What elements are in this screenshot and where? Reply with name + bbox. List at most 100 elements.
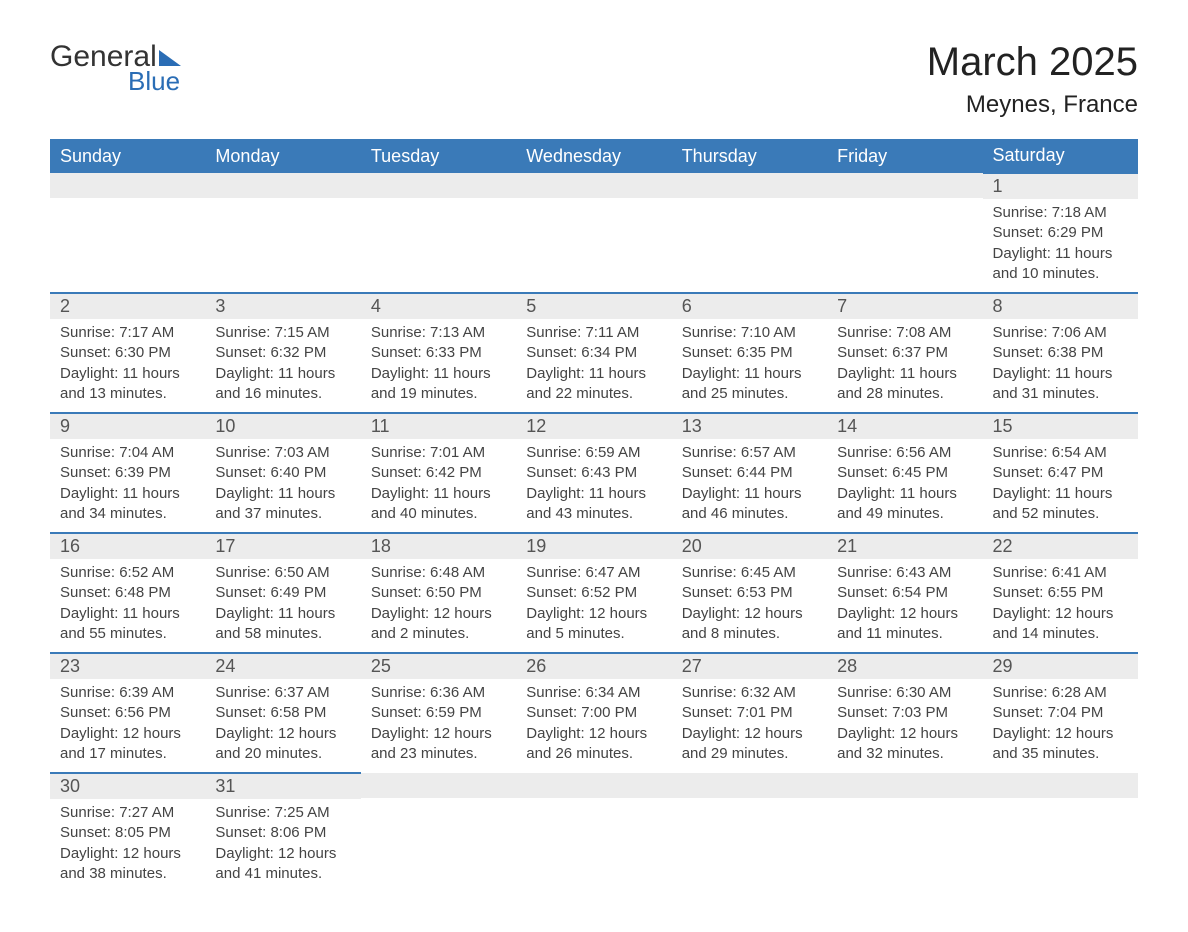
- calendar-week-row: 1Sunrise: 7:18 AMSunset: 6:29 PMDaylight…: [50, 173, 1138, 293]
- sunrise-text: Sunrise: 7:11 AM: [526, 323, 661, 343]
- day-content: Sunrise: 7:17 AMSunset: 6:30 PMDaylight:…: [50, 319, 205, 412]
- calendar-cell: 25Sunrise: 6:36 AMSunset: 6:59 PMDayligh…: [361, 653, 516, 773]
- day-content: Sunrise: 6:50 AMSunset: 6:49 PMDaylight:…: [205, 559, 360, 652]
- sunrise-text: Sunrise: 7:08 AM: [837, 323, 972, 343]
- day-number: [983, 773, 1138, 798]
- calendar-cell: 15Sunrise: 6:54 AMSunset: 6:47 PMDayligh…: [983, 413, 1138, 533]
- sunrise-text: Sunrise: 6:57 AM: [682, 443, 817, 463]
- day-number: [361, 173, 516, 198]
- day-content: Sunrise: 7:06 AMSunset: 6:38 PMDaylight:…: [983, 319, 1138, 412]
- day-number: 6: [672, 294, 827, 319]
- day-content: [672, 798, 827, 810]
- sunrise-text: Sunrise: 7:04 AM: [60, 443, 195, 463]
- day-content: Sunrise: 6:57 AMSunset: 6:44 PMDaylight:…: [672, 439, 827, 532]
- day-number: [672, 173, 827, 198]
- sunrise-text: Sunrise: 7:10 AM: [682, 323, 817, 343]
- sunset-text: Sunset: 8:06 PM: [215, 823, 350, 843]
- daylight-text: Daylight: 12 hours and 29 minutes.: [682, 724, 817, 765]
- sunrise-text: Sunrise: 7:13 AM: [371, 323, 506, 343]
- day-number: 7: [827, 294, 982, 319]
- daylight-text: Daylight: 12 hours and 35 minutes.: [993, 724, 1128, 765]
- sunrise-text: Sunrise: 6:30 AM: [837, 683, 972, 703]
- day-content: [672, 198, 827, 210]
- day-number: 30: [50, 774, 205, 799]
- calendar-cell: 1Sunrise: 7:18 AMSunset: 6:29 PMDaylight…: [983, 173, 1138, 293]
- day-number: 13: [672, 414, 827, 439]
- day-number: 19: [516, 534, 671, 559]
- day-number: 27: [672, 654, 827, 679]
- calendar-cell: [672, 173, 827, 293]
- sunset-text: Sunset: 7:01 PM: [682, 703, 817, 723]
- sunrise-text: Sunrise: 6:37 AM: [215, 683, 350, 703]
- day-content: Sunrise: 7:03 AMSunset: 6:40 PMDaylight:…: [205, 439, 360, 532]
- location: Meynes, France: [927, 91, 1138, 119]
- daylight-text: Daylight: 12 hours and 23 minutes.: [371, 724, 506, 765]
- sunset-text: Sunset: 6:55 PM: [993, 583, 1128, 603]
- sunset-text: Sunset: 6:32 PM: [215, 343, 350, 363]
- calendar-cell: 18Sunrise: 6:48 AMSunset: 6:50 PMDayligh…: [361, 533, 516, 653]
- calendar-body: 1Sunrise: 7:18 AMSunset: 6:29 PMDaylight…: [50, 173, 1138, 892]
- weekday-header: Tuesday: [361, 139, 516, 173]
- daylight-text: Daylight: 12 hours and 2 minutes.: [371, 604, 506, 645]
- day-content: Sunrise: 7:04 AMSunset: 6:39 PMDaylight:…: [50, 439, 205, 532]
- sunset-text: Sunset: 6:45 PM: [837, 463, 972, 483]
- sunset-text: Sunset: 6:54 PM: [837, 583, 972, 603]
- day-number: 3: [205, 294, 360, 319]
- day-number: [50, 173, 205, 198]
- sunset-text: Sunset: 6:37 PM: [837, 343, 972, 363]
- weekday-header: Sunday: [50, 139, 205, 173]
- calendar-cell: 28Sunrise: 6:30 AMSunset: 7:03 PMDayligh…: [827, 653, 982, 773]
- sunset-text: Sunset: 6:29 PM: [993, 223, 1128, 243]
- daylight-text: Daylight: 12 hours and 38 minutes.: [60, 844, 195, 885]
- day-number: [516, 173, 671, 198]
- day-content: Sunrise: 7:10 AMSunset: 6:35 PMDaylight:…: [672, 319, 827, 412]
- calendar-cell: [205, 173, 360, 293]
- calendar-week-row: 16Sunrise: 6:52 AMSunset: 6:48 PMDayligh…: [50, 533, 1138, 653]
- sunrise-text: Sunrise: 6:28 AM: [993, 683, 1128, 703]
- day-content: Sunrise: 7:18 AMSunset: 6:29 PMDaylight:…: [983, 199, 1138, 292]
- day-content: [983, 798, 1138, 810]
- calendar-cell: 9Sunrise: 7:04 AMSunset: 6:39 PMDaylight…: [50, 413, 205, 533]
- calendar-cell: [361, 773, 516, 892]
- day-content: Sunrise: 6:43 AMSunset: 6:54 PMDaylight:…: [827, 559, 982, 652]
- day-content: Sunrise: 6:30 AMSunset: 7:03 PMDaylight:…: [827, 679, 982, 772]
- day-number: 8: [983, 294, 1138, 319]
- day-number: 29: [983, 654, 1138, 679]
- day-content: Sunrise: 6:56 AMSunset: 6:45 PMDaylight:…: [827, 439, 982, 532]
- sunset-text: Sunset: 6:35 PM: [682, 343, 817, 363]
- calendar-cell: 8Sunrise: 7:06 AMSunset: 6:38 PMDaylight…: [983, 293, 1138, 413]
- sunset-text: Sunset: 7:00 PM: [526, 703, 661, 723]
- sunset-text: Sunset: 6:40 PM: [215, 463, 350, 483]
- calendar-cell: [516, 773, 671, 892]
- sunrise-text: Sunrise: 6:34 AM: [526, 683, 661, 703]
- day-content: [827, 798, 982, 810]
- daylight-text: Daylight: 11 hours and 34 minutes.: [60, 484, 195, 525]
- calendar-table: SundayMondayTuesdayWednesdayThursdayFrid…: [50, 139, 1138, 892]
- calendar-cell: 17Sunrise: 6:50 AMSunset: 6:49 PMDayligh…: [205, 533, 360, 653]
- title-block: March 2025 Meynes, France: [927, 40, 1138, 119]
- sunset-text: Sunset: 7:03 PM: [837, 703, 972, 723]
- sunset-text: Sunset: 6:48 PM: [60, 583, 195, 603]
- daylight-text: Daylight: 11 hours and 13 minutes.: [60, 364, 195, 405]
- day-number: 10: [205, 414, 360, 439]
- sunrise-text: Sunrise: 6:47 AM: [526, 563, 661, 583]
- calendar-cell: 19Sunrise: 6:47 AMSunset: 6:52 PMDayligh…: [516, 533, 671, 653]
- day-number: 25: [361, 654, 516, 679]
- calendar-cell: 22Sunrise: 6:41 AMSunset: 6:55 PMDayligh…: [983, 533, 1138, 653]
- sunrise-text: Sunrise: 6:39 AM: [60, 683, 195, 703]
- calendar-cell: [827, 173, 982, 293]
- sunset-text: Sunset: 6:59 PM: [371, 703, 506, 723]
- day-number: [205, 173, 360, 198]
- calendar-cell: 12Sunrise: 6:59 AMSunset: 6:43 PMDayligh…: [516, 413, 671, 533]
- day-number: 24: [205, 654, 360, 679]
- daylight-text: Daylight: 11 hours and 55 minutes.: [60, 604, 195, 645]
- day-content: Sunrise: 7:27 AMSunset: 8:05 PMDaylight:…: [50, 799, 205, 892]
- day-content: Sunrise: 7:15 AMSunset: 6:32 PMDaylight:…: [205, 319, 360, 412]
- sunset-text: Sunset: 7:04 PM: [993, 703, 1128, 723]
- day-number: 15: [983, 414, 1138, 439]
- day-content: Sunrise: 6:45 AMSunset: 6:53 PMDaylight:…: [672, 559, 827, 652]
- day-content: Sunrise: 6:32 AMSunset: 7:01 PMDaylight:…: [672, 679, 827, 772]
- day-content: Sunrise: 6:47 AMSunset: 6:52 PMDaylight:…: [516, 559, 671, 652]
- sunset-text: Sunset: 6:53 PM: [682, 583, 817, 603]
- month-title: March 2025: [927, 40, 1138, 85]
